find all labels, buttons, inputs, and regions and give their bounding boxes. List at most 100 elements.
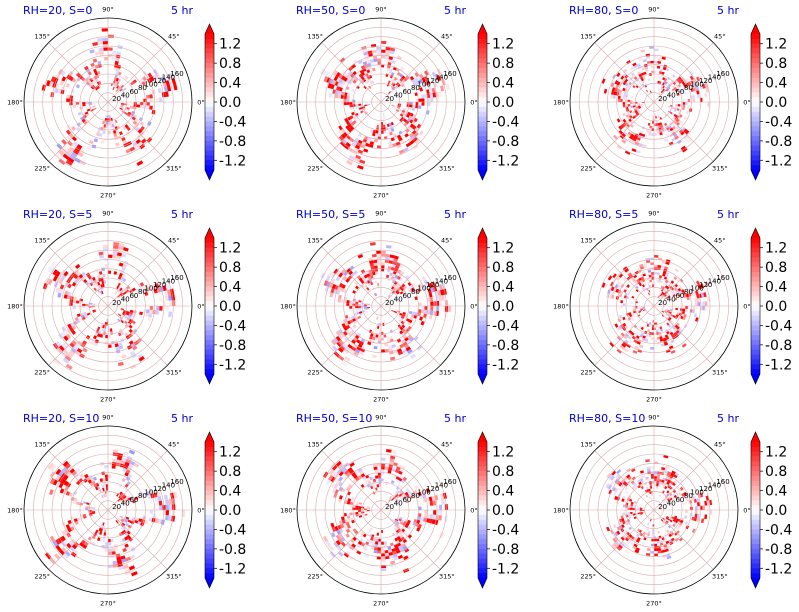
colorbar-band [478, 354, 487, 360]
heat-cell [98, 47, 104, 52]
heat-cell [668, 533, 672, 538]
heat-cell [93, 79, 97, 84]
colorbar-extend-max [751, 24, 760, 34]
heat-cell [62, 553, 69, 560]
heat-cell [121, 457, 127, 462]
heat-cell [398, 314, 402, 318]
heat-cell [418, 302, 422, 306]
heat-cell [149, 105, 153, 110]
heat-cell [113, 271, 118, 275]
heat-cell [74, 467, 81, 474]
heat-cell [666, 85, 670, 89]
heat-cell [78, 318, 83, 323]
heat-cell [70, 526, 75, 531]
colorbar-band [478, 301, 487, 307]
heat-cell [397, 483, 402, 488]
heat-cell [101, 484, 105, 489]
colorbar-band [751, 519, 760, 525]
heat-cell [108, 538, 111, 543]
heat-cell [127, 519, 132, 523]
heat-cell [430, 306, 434, 311]
colorbar-band [751, 456, 760, 462]
heat-cell [53, 358, 61, 365]
colorbar-band [478, 145, 487, 151]
heat-cell [148, 517, 153, 522]
heat-cell [129, 554, 136, 560]
radial-tick-label: 60 [129, 496, 138, 504]
heat-cell [682, 316, 686, 321]
heat-cell [616, 72, 621, 77]
heat-cell [60, 147, 67, 154]
heat-cell [637, 307, 640, 309]
heat-cell [90, 477, 95, 483]
heat-cell [120, 105, 124, 108]
angular-tick-label: 270° [646, 192, 662, 200]
colorbar-band [478, 82, 487, 88]
angular-gridline [48, 450, 109, 511]
heat-cell [636, 112, 640, 116]
heat-cell [397, 528, 402, 533]
heat-cell [438, 295, 442, 301]
heat-cell [91, 306, 95, 308]
angular-gridline [653, 246, 714, 307]
colorbar-band [205, 500, 214, 506]
heat-cell [341, 139, 348, 145]
heat-cell [666, 310, 670, 314]
heat-cell [388, 144, 394, 148]
heat-cell [660, 519, 664, 522]
heat-cell [52, 342, 59, 350]
colorbar-extend-min [751, 374, 760, 384]
heat-cell [682, 495, 686, 500]
heat-cell [613, 491, 617, 496]
heat-cell [663, 293, 666, 296]
heat-cell [651, 272, 654, 275]
heat-cell [618, 518, 623, 523]
heat-cell [661, 479, 665, 483]
colorbar-band [205, 150, 214, 156]
heat-cell [664, 122, 668, 126]
heat-cell [400, 497, 405, 501]
colorbar-tick-label: 0.8 [492, 464, 514, 480]
radial-tick-label: 140 [162, 482, 175, 490]
heat-cell [657, 326, 661, 330]
heat-cell [677, 104, 681, 107]
heat-cell [630, 331, 635, 336]
heat-cell [331, 283, 337, 290]
heat-cell [399, 489, 404, 494]
heat-cell [347, 343, 353, 349]
heat-cell [121, 273, 126, 279]
heat-cell [659, 479, 663, 483]
heat-cell [401, 324, 406, 329]
heat-cell [59, 488, 65, 494]
radial-tick-label: 100 [690, 285, 703, 293]
heat-cell [363, 70, 368, 75]
heat-cell [388, 141, 393, 145]
heat-cell [352, 120, 357, 125]
heat-cell [154, 282, 160, 289]
heat-cell [358, 73, 363, 78]
heat-cell [637, 512, 641, 515]
angular-gridline [321, 509, 382, 570]
heat-cell [340, 523, 345, 529]
heat-cell [377, 64, 381, 68]
heat-cell [63, 539, 69, 546]
colorbar-band [751, 247, 760, 253]
heat-cell [102, 120, 105, 125]
heat-cell [47, 462, 54, 470]
radial-tick-label: 60 [675, 292, 684, 300]
heat-cell [660, 469, 665, 473]
heat-cell [151, 284, 157, 290]
heat-cell [679, 121, 684, 126]
heat-cell [115, 520, 119, 524]
heat-cell [355, 512, 359, 515]
heat-cell [661, 467, 666, 471]
heat-cell [381, 547, 385, 551]
heat-cell [684, 308, 688, 312]
colorbar-band [751, 335, 760, 341]
heat-cell [116, 289, 120, 293]
heat-cell [334, 81, 339, 87]
heat-cell [359, 312, 363, 316]
colorbar-band [478, 291, 487, 297]
colorbar-tick-label: 0.8 [219, 464, 241, 480]
heat-cell [353, 147, 359, 153]
